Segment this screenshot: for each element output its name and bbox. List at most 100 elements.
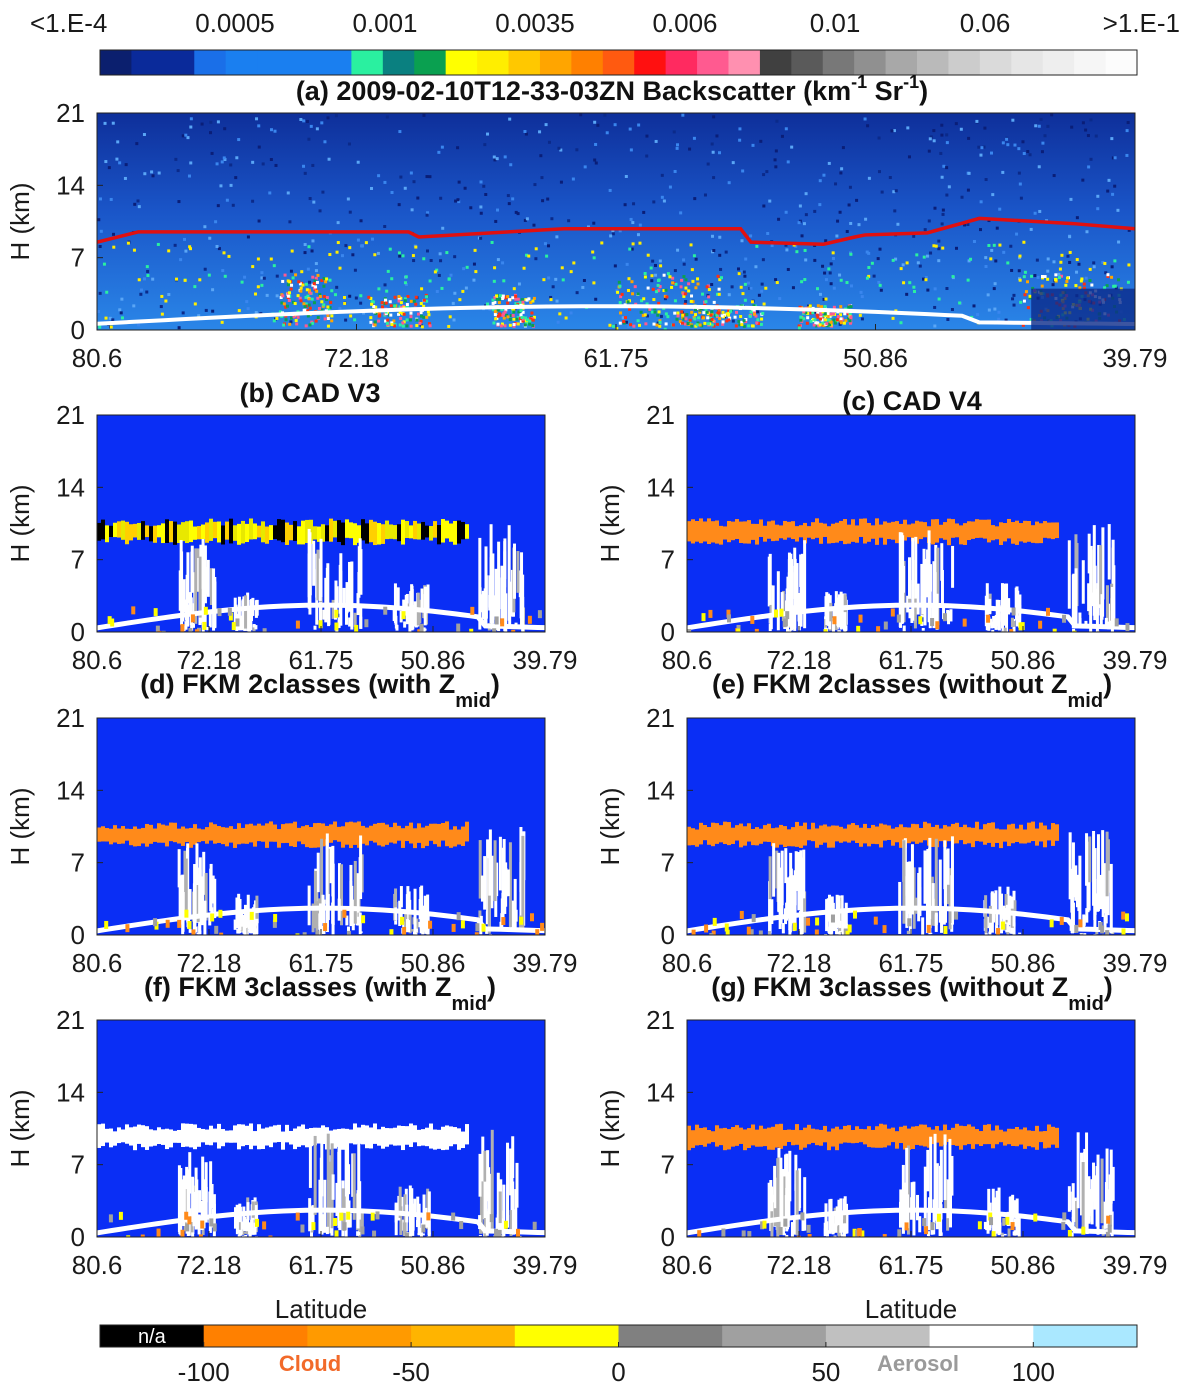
- cloud-column: [1093, 565, 1097, 595]
- noise: [538, 130, 542, 134]
- aerosol-speck: [1067, 1229, 1072, 1237]
- noise: [219, 184, 223, 188]
- aerosol-speck: [807, 1234, 812, 1237]
- noise: [845, 229, 849, 233]
- aerosol-speck: [890, 608, 895, 617]
- noise: [326, 116, 330, 120]
- aerosol-speck: [1000, 921, 1005, 930]
- cloud-band: [703, 1127, 707, 1147]
- noise: [932, 139, 936, 143]
- cloud-band: [241, 520, 245, 544]
- aerosol-speck: [318, 295, 322, 299]
- aerosol-speck: [388, 300, 392, 304]
- cloud-band: [1043, 521, 1047, 538]
- noise: [1106, 189, 1110, 193]
- low-signal: [333, 293, 337, 297]
- cloud-column: [926, 549, 930, 598]
- noise: [286, 191, 290, 195]
- cloud-band: [197, 526, 201, 540]
- y-axis-label: H (km): [5, 485, 35, 563]
- aerosol-speck: [655, 290, 659, 294]
- low-signal: [364, 241, 368, 245]
- low-signal: [251, 265, 255, 269]
- aerosol-speck: [392, 319, 396, 323]
- aerosol-speck: [717, 311, 721, 315]
- aerosol-speck: [1107, 1224, 1112, 1233]
- noise: [907, 155, 911, 159]
- cloud-column: [1010, 908, 1014, 928]
- cloud-column: [194, 548, 198, 624]
- cloud-band: [425, 825, 429, 846]
- noise: [780, 134, 784, 138]
- cloud-band: [951, 1127, 955, 1146]
- aerosol-speck: [302, 308, 306, 312]
- cloud-band: [445, 1125, 449, 1150]
- x-tick-label: 39.79: [1102, 948, 1167, 978]
- cloud-column: [316, 549, 320, 601]
- cloud-column: [779, 1219, 783, 1230]
- noise: [660, 173, 664, 177]
- aerosol-speck: [696, 282, 700, 286]
- cloud-band: [967, 827, 971, 844]
- cloud-column: [785, 1187, 789, 1232]
- cloud-band: [887, 522, 891, 540]
- cloud-band: [273, 824, 277, 842]
- low-signal: [338, 266, 342, 270]
- low-signal: [659, 264, 663, 268]
- low-signal: [433, 270, 437, 274]
- aerosol-speck: [502, 316, 506, 320]
- noise: [718, 253, 722, 257]
- noise: [315, 127, 319, 131]
- aerosol-speck: [405, 303, 409, 307]
- cloud-band: [253, 523, 257, 540]
- cloud-band: [117, 828, 121, 844]
- cloud-band: [161, 824, 165, 843]
- low-signal: [272, 264, 276, 268]
- cloud-column: [241, 1230, 245, 1235]
- cloud-column: [1104, 617, 1108, 626]
- cloud-column: [906, 930, 910, 935]
- aerosol-speck: [372, 1230, 377, 1237]
- cloud-column: [928, 564, 932, 592]
- cloud-column: [1111, 1166, 1115, 1201]
- aerosol-speck: [897, 1229, 902, 1237]
- cloud-band: [815, 828, 819, 848]
- cloud-band: [105, 525, 109, 543]
- cloud-band: [269, 525, 273, 541]
- surface-line: [97, 602, 545, 631]
- noise: [511, 197, 515, 201]
- aerosol-speck: [935, 621, 940, 630]
- low-signal: [689, 243, 693, 247]
- cloud-band: [975, 1129, 979, 1145]
- aerosol-speck: [126, 1235, 131, 1237]
- aerosol-speck: [873, 916, 878, 925]
- cloud-band: [397, 825, 401, 841]
- aerosol-speck: [500, 618, 505, 627]
- cloud-band: [269, 821, 273, 842]
- aerosol-speck: [845, 930, 850, 935]
- cloud-band: [245, 1125, 249, 1146]
- noise: [613, 123, 617, 127]
- aerosol-speck: [629, 323, 633, 327]
- cloud-column: [1076, 1132, 1080, 1209]
- cloud-band: [365, 1125, 369, 1149]
- cloud-column: [1012, 912, 1016, 927]
- noise: [759, 139, 763, 143]
- cloud-column: [785, 902, 789, 921]
- colorbar-segment: [917, 50, 949, 75]
- cloud-column: [487, 1167, 491, 1217]
- cloud-band: [835, 825, 839, 842]
- low-signal: [435, 268, 439, 272]
- cloud-column: [1100, 1158, 1104, 1224]
- low-signal: [800, 280, 804, 284]
- aerosol-speck: [298, 296, 302, 300]
- aerosol-speck: [725, 929, 730, 935]
- noise: [362, 311, 366, 315]
- cloud-column: [1012, 621, 1016, 627]
- noise: [99, 229, 103, 233]
- noise: [928, 137, 932, 141]
- cloud-column: [419, 887, 423, 909]
- aerosol-speck: [811, 311, 815, 315]
- cloud-column: [825, 1221, 829, 1235]
- cloud-column: [947, 881, 951, 905]
